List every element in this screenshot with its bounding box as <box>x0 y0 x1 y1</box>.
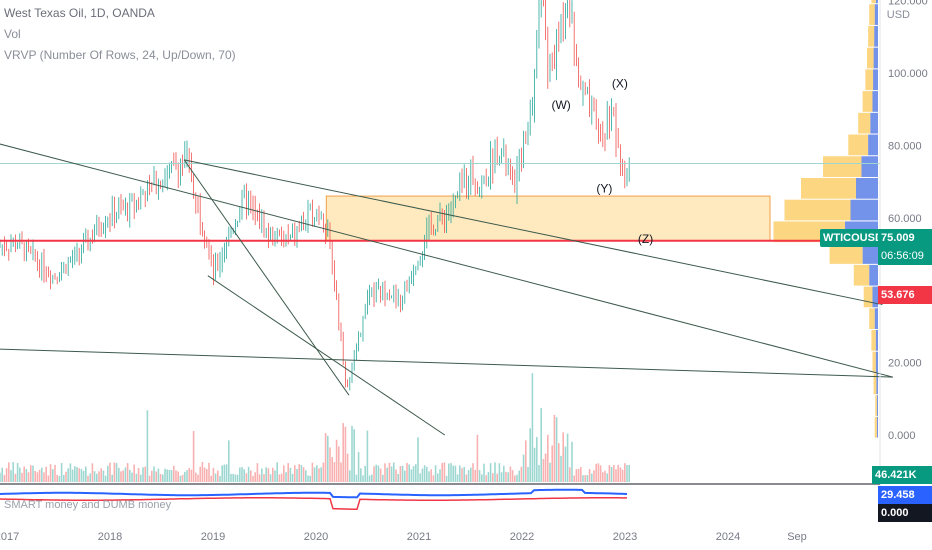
countdown-badge: 06:56:09 <box>878 247 932 265</box>
trendline-5 <box>0 348 893 378</box>
wave-label-6: (Z) <box>638 232 653 246</box>
vp-up-row <box>875 351 878 373</box>
smart-money-line <box>0 488 628 499</box>
vp-down-row <box>848 134 869 156</box>
smart-money-legend[interactable]: SMART money and DUMB money <box>4 499 172 511</box>
vp-down-row <box>853 264 870 286</box>
vp-down-row <box>865 69 874 91</box>
symbol-badge: WTICOUSD <box>820 229 886 247</box>
wave-label-3: (W) <box>551 98 570 112</box>
chart-title: West Texas Oil, 1D, OANDA <box>4 6 155 20</box>
vrvp-legend[interactable]: VRVP (Number Of Rows, 24, Up/Down, 70) <box>4 48 236 62</box>
vp-down-row <box>867 47 874 69</box>
vp-up-row <box>868 134 878 156</box>
vp-down-row <box>784 199 851 221</box>
volume-badge: 46.421K <box>872 466 932 484</box>
vp-up-row <box>856 177 878 199</box>
vp-down-row <box>875 395 877 416</box>
last-price-badge: 75.009 <box>878 229 932 247</box>
vp-up-row <box>876 373 878 395</box>
vp-up-row <box>875 0 878 4</box>
vp-up-row <box>869 264 878 286</box>
smart-value-badge: 29.458 <box>878 486 932 504</box>
time-tick-label: 2018 <box>98 531 122 543</box>
vp-down-row <box>862 91 873 112</box>
trendline-4 <box>207 275 446 436</box>
vp-up-row <box>874 308 878 330</box>
time-tick-label: 2021 <box>407 531 431 543</box>
time-tick-label: Sep <box>787 531 807 543</box>
vp-up-row <box>873 69 878 91</box>
vp-down-row <box>868 25 875 47</box>
vp-up-row <box>876 416 878 438</box>
price-tick-label: 20.000 <box>888 358 922 370</box>
vp-down-row <box>871 0 876 4</box>
vp-up-row <box>875 330 878 351</box>
price-tick-label: 0.000 <box>888 430 916 442</box>
time-tick-label: 2022 <box>510 531 534 543</box>
level-price-badge: 53.676 <box>878 286 932 304</box>
wave-label-4: (X) <box>612 76 628 90</box>
price-tick-label: 60.000 <box>888 213 922 225</box>
vp-up-row <box>872 286 878 308</box>
vp-up-row <box>876 395 878 416</box>
dumb-money-line <box>0 497 627 510</box>
vp-down-row <box>823 156 862 177</box>
vp-down-row <box>858 112 871 134</box>
vp-up-row <box>873 47 878 69</box>
vp-up-row <box>861 156 878 177</box>
supply-zone <box>325 195 771 242</box>
vp-down-row <box>869 4 875 25</box>
vp-down-row <box>872 351 876 373</box>
vp-down-row <box>801 177 856 199</box>
time-tick-label: 2019 <box>201 531 225 543</box>
vp-down-row <box>873 373 877 395</box>
trendline-1 <box>0 143 893 378</box>
vp-up-row <box>862 243 878 264</box>
vp-up-row <box>874 4 878 25</box>
wave-label-5: (Y) <box>596 181 612 195</box>
vp-up-row <box>872 91 878 112</box>
vp-down-row <box>869 308 875 330</box>
vp-down-row <box>863 286 873 308</box>
time-tick-label: 2017 <box>0 531 19 543</box>
time-tick-label: 2024 <box>716 531 740 543</box>
vp-up-row <box>850 199 878 221</box>
vp-up-row <box>870 112 878 134</box>
vp-up-row <box>874 25 878 47</box>
time-tick-label: 2023 <box>613 531 637 543</box>
vp-down-row <box>874 416 877 438</box>
currency-label: USD <box>886 9 910 21</box>
price-tick-label: 120.000 <box>888 0 928 8</box>
time-tick-label: 2020 <box>304 531 328 543</box>
trendline-3 <box>183 159 350 396</box>
price-tick-label: 80.000 <box>888 140 922 152</box>
volume-legend[interactable]: Vol <box>4 27 21 41</box>
price-tick-label: 100.000 <box>888 68 928 80</box>
vp-down-row <box>829 243 863 264</box>
vp-down-row <box>871 330 876 351</box>
trendline-2 <box>184 159 883 306</box>
dumb-value-badge: 0.000 <box>878 504 932 522</box>
